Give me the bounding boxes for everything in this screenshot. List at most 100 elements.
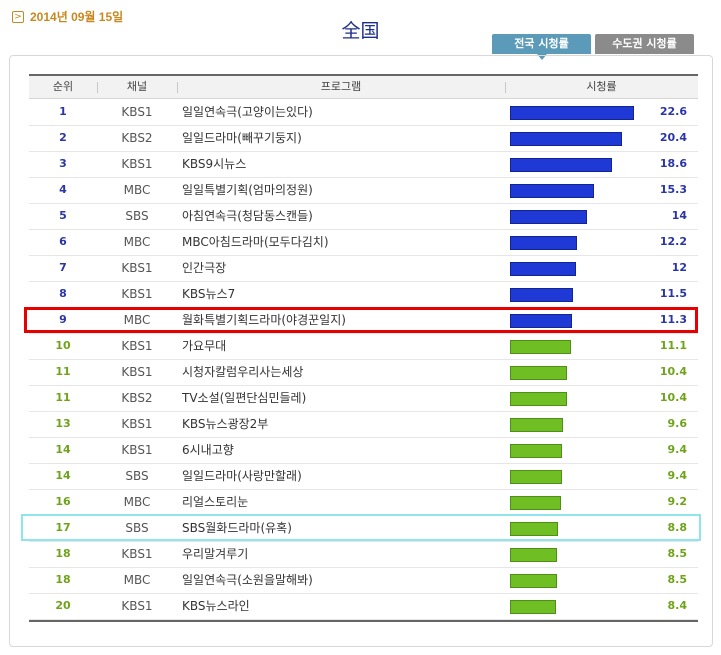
- rank-label: 18: [55, 547, 71, 560]
- rank-label: 9: [59, 313, 67, 326]
- table-row: 13 KBS1 KBS뉴스광장2부 9.6: [29, 411, 698, 438]
- rating-bar: [510, 288, 573, 302]
- rank-label: 14: [55, 469, 71, 482]
- table-row: 20 KBS1 KBS뉴스라인 8.4: [29, 593, 698, 620]
- header-divider: [97, 82, 98, 93]
- rating-bar: [510, 262, 576, 276]
- rating-bar: [510, 470, 562, 484]
- channel-label: KBS1: [121, 599, 153, 613]
- rank-label: 18: [55, 573, 71, 586]
- rating-value-label: 12: [671, 261, 687, 274]
- rating-bar: [510, 392, 567, 406]
- rating-bar: [510, 444, 562, 458]
- channel-label: KBS1: [121, 443, 153, 457]
- table-row: 1 KBS1 일일연속극(고양이는있다) 22.6: [29, 99, 698, 126]
- program-label: 월화특별기획드라마(야경꾼일지): [182, 313, 346, 327]
- rating-bar: [510, 340, 571, 354]
- channel-label: KBS2: [121, 131, 153, 145]
- channel-label: SBS: [125, 521, 149, 535]
- header-rating: 시청률: [586, 80, 617, 93]
- table-row: 18 MBC 일일연속극(소원을말해봐) 8.5: [29, 567, 698, 594]
- rating-bar: [510, 210, 587, 224]
- rating-bar: [510, 106, 634, 120]
- table-row: 7 KBS1 인간극장 12: [29, 255, 698, 282]
- table-row: 2 KBS2 일일드라마(빼꾸기둥지) 20.4: [29, 125, 698, 152]
- program-label: KBS뉴스7: [182, 287, 236, 301]
- chevron-right-icon[interactable]: >: [12, 10, 24, 23]
- rating-value-label: 8.5: [667, 573, 688, 586]
- rank-label: 2: [59, 131, 67, 144]
- rating-value-label: 10.4: [659, 391, 687, 404]
- rating-bar: [510, 548, 557, 562]
- rating-bar: [510, 418, 563, 432]
- rating-bar: [510, 366, 567, 380]
- rank-label: 11: [55, 365, 71, 378]
- channel-label: KBS1: [121, 157, 153, 171]
- channel-label: KBS1: [121, 547, 153, 561]
- rating-value-label: 8.5: [667, 547, 688, 560]
- table-row: 10 KBS1 가요무대 11.1: [29, 333, 698, 360]
- channel-label: MBC: [123, 183, 151, 197]
- header-divider: [177, 82, 178, 93]
- date-text: 2014년 09월 15일: [30, 10, 124, 24]
- rank-label: 14: [55, 443, 71, 456]
- program-label: 우리말겨루기: [182, 547, 249, 561]
- header-divider: [505, 82, 506, 93]
- rank-label: 7: [59, 261, 67, 274]
- channel-label: MBC: [123, 313, 151, 327]
- rating-value-label: 15.3: [659, 183, 687, 196]
- rating-value-label: 9.6: [667, 417, 688, 430]
- rating-value-label: 20.4: [659, 131, 687, 144]
- highlight-box-cyan: [21, 514, 701, 541]
- rank-label: 8: [59, 287, 67, 300]
- rank-label: 4: [59, 183, 67, 196]
- rating-value-label: 12.2: [659, 235, 687, 248]
- program-label: KBS뉴스광장2부: [182, 417, 269, 431]
- rating-bar: [510, 132, 622, 146]
- program-label: SBS월화드라마(유혹): [182, 521, 292, 535]
- program-label: TV소설(일편단심민들레): [182, 391, 307, 405]
- rating-value-label: 9.2: [667, 495, 688, 508]
- program-label: KBS9시뉴스: [182, 157, 247, 171]
- rating-bar: [510, 184, 594, 198]
- table-row: 9 MBC 월화특별기획드라마(야경꾼일지) 11.3: [29, 307, 698, 334]
- channel-label: MBC: [123, 235, 151, 249]
- rating-value-label: 9.4: [667, 469, 688, 482]
- table-row: 14 SBS 일일드라마(사랑만할래) 9.4: [29, 463, 698, 490]
- rank-label: 20: [55, 599, 71, 612]
- program-label: 일일연속극(소원을말해봐): [182, 573, 313, 587]
- rating-value-label: 22.6: [659, 105, 687, 118]
- rating-bar: [510, 236, 577, 250]
- table-row: 5 SBS 아침연속극(청담동스캔들) 14: [29, 203, 698, 230]
- table-top-rule: [29, 74, 698, 76]
- rank-label: 16: [55, 495, 71, 508]
- tab-capital-rating[interactable]: 수도권 시청률: [595, 34, 694, 54]
- rating-value-label: 11.3: [659, 313, 687, 326]
- table-row: 17 SBS SBS월화드라마(유혹) 8.8: [29, 515, 698, 542]
- rating-bar: [510, 314, 572, 328]
- rating-value-label: 8.8: [667, 521, 688, 534]
- table-row: 18 KBS1 우리말겨루기 8.5: [29, 541, 698, 568]
- program-label: 6시내고향: [182, 443, 234, 457]
- channel-label: KBS1: [121, 339, 153, 353]
- tab-national-rating[interactable]: 전국 시청률: [492, 34, 591, 60]
- rating-value-label: 10.4: [659, 365, 687, 378]
- rating-value-label: 11.1: [659, 339, 687, 352]
- program-label: KBS뉴스라인: [182, 599, 250, 613]
- program-label: 가요무대: [182, 339, 227, 353]
- rank-label: 5: [59, 209, 67, 222]
- table-row: 8 KBS1 KBS뉴스7 11.5: [29, 281, 698, 308]
- channel-label: KBS1: [121, 105, 153, 119]
- table-row: 16 MBC 리얼스토리눈 9.2: [29, 489, 698, 516]
- rank-label: 17: [55, 521, 71, 534]
- program-label: 일일연속극(고양이는있다): [182, 105, 313, 119]
- rating-value-label: 9.4: [667, 443, 688, 456]
- channel-label: SBS: [125, 469, 149, 483]
- rank-label: 6: [59, 235, 67, 248]
- program-label: 인간극장: [182, 261, 227, 275]
- rating-bar: [510, 522, 558, 536]
- program-label: 일일드라마(빼꾸기둥지): [182, 131, 302, 145]
- channel-label: SBS: [125, 209, 149, 223]
- channel-label: KBS1: [121, 287, 153, 301]
- program-label: 리얼스토리눈: [182, 495, 249, 509]
